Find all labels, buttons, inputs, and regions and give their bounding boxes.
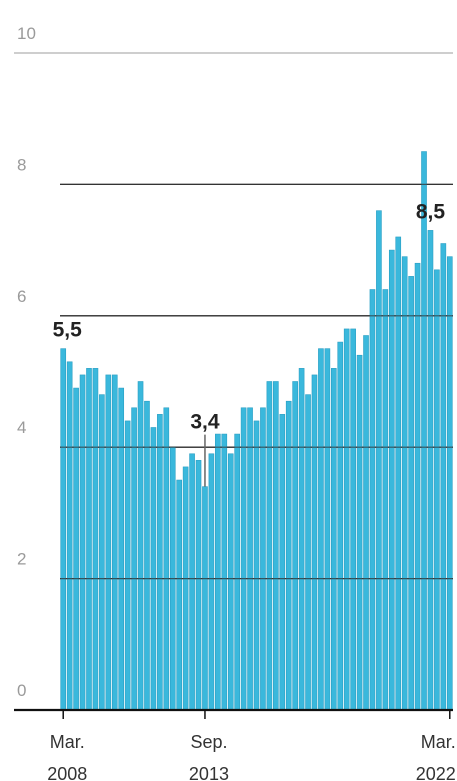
bar — [111, 374, 118, 711]
bar — [369, 289, 376, 711]
bar — [189, 453, 195, 711]
bar — [118, 387, 125, 711]
bar — [105, 374, 112, 711]
y-tick-label: 4 — [17, 418, 26, 437]
bar — [305, 394, 311, 711]
bar-series — [60, 151, 453, 711]
bar — [163, 407, 170, 711]
bar — [330, 368, 337, 711]
data-label: 5,5 — [53, 319, 83, 342]
bar — [446, 256, 453, 711]
x-tick-label: Mar. — [50, 732, 85, 752]
bar — [363, 335, 369, 711]
annotations: 5,5 3,4 8,5 — [53, 200, 446, 487]
x-tick-label: Sep. — [190, 732, 227, 752]
bar — [388, 249, 395, 711]
bar — [266, 381, 273, 711]
bar — [131, 407, 137, 711]
bar — [176, 479, 183, 711]
bar — [92, 368, 99, 711]
bar — [240, 407, 247, 711]
x-axis: Mar. 2008 Sep. 2013 Mar. 2022 — [14, 708, 456, 781]
y-axis-ticks: 0 2 4 6 8 10 — [17, 24, 36, 700]
bar — [401, 256, 408, 711]
bar — [202, 486, 208, 711]
x-tick-label: 2022 — [416, 764, 456, 781]
bar — [273, 381, 279, 711]
bar — [434, 269, 440, 711]
y-tick-label: 2 — [17, 550, 26, 569]
bar — [79, 374, 86, 711]
bar — [292, 381, 298, 711]
x-tick-label: Mar. — [421, 732, 456, 752]
bar — [356, 354, 363, 711]
bar — [427, 230, 434, 711]
bar — [182, 466, 189, 711]
bar — [408, 276, 414, 711]
bar — [337, 341, 344, 711]
bar — [382, 289, 389, 711]
bar — [395, 236, 402, 711]
bar — [247, 407, 253, 711]
bar — [124, 420, 131, 711]
bar — [208, 453, 215, 711]
bar — [318, 348, 324, 711]
x-tick-label: 2008 — [47, 764, 87, 781]
bar — [86, 368, 92, 711]
bar — [440, 243, 447, 711]
bar — [195, 460, 202, 711]
bar — [279, 414, 286, 711]
y-tick-label: 6 — [17, 287, 26, 306]
bar — [350, 328, 356, 711]
y-tick-label: 10 — [17, 24, 36, 43]
bar — [73, 387, 79, 711]
bar — [311, 374, 318, 711]
bar — [221, 433, 228, 711]
data-label: 8,5 — [416, 200, 446, 223]
y-tick-label: 8 — [17, 155, 26, 174]
y-tick-label: 0 — [17, 681, 26, 700]
bar — [137, 381, 144, 711]
bar — [253, 420, 260, 711]
bar — [298, 368, 305, 711]
x-tick-label: 2013 — [189, 764, 229, 781]
bar — [99, 394, 105, 711]
bar — [150, 427, 157, 711]
data-label: 3,4 — [190, 411, 220, 434]
bar — [157, 414, 163, 711]
bar — [414, 262, 421, 711]
bar — [60, 348, 67, 711]
bar — [421, 151, 427, 711]
bar — [234, 433, 240, 711]
bar — [215, 433, 221, 711]
bar — [343, 328, 350, 711]
bar — [227, 453, 234, 711]
bar — [324, 348, 331, 711]
bar — [376, 210, 382, 711]
bar — [260, 407, 266, 711]
bar — [66, 361, 73, 711]
